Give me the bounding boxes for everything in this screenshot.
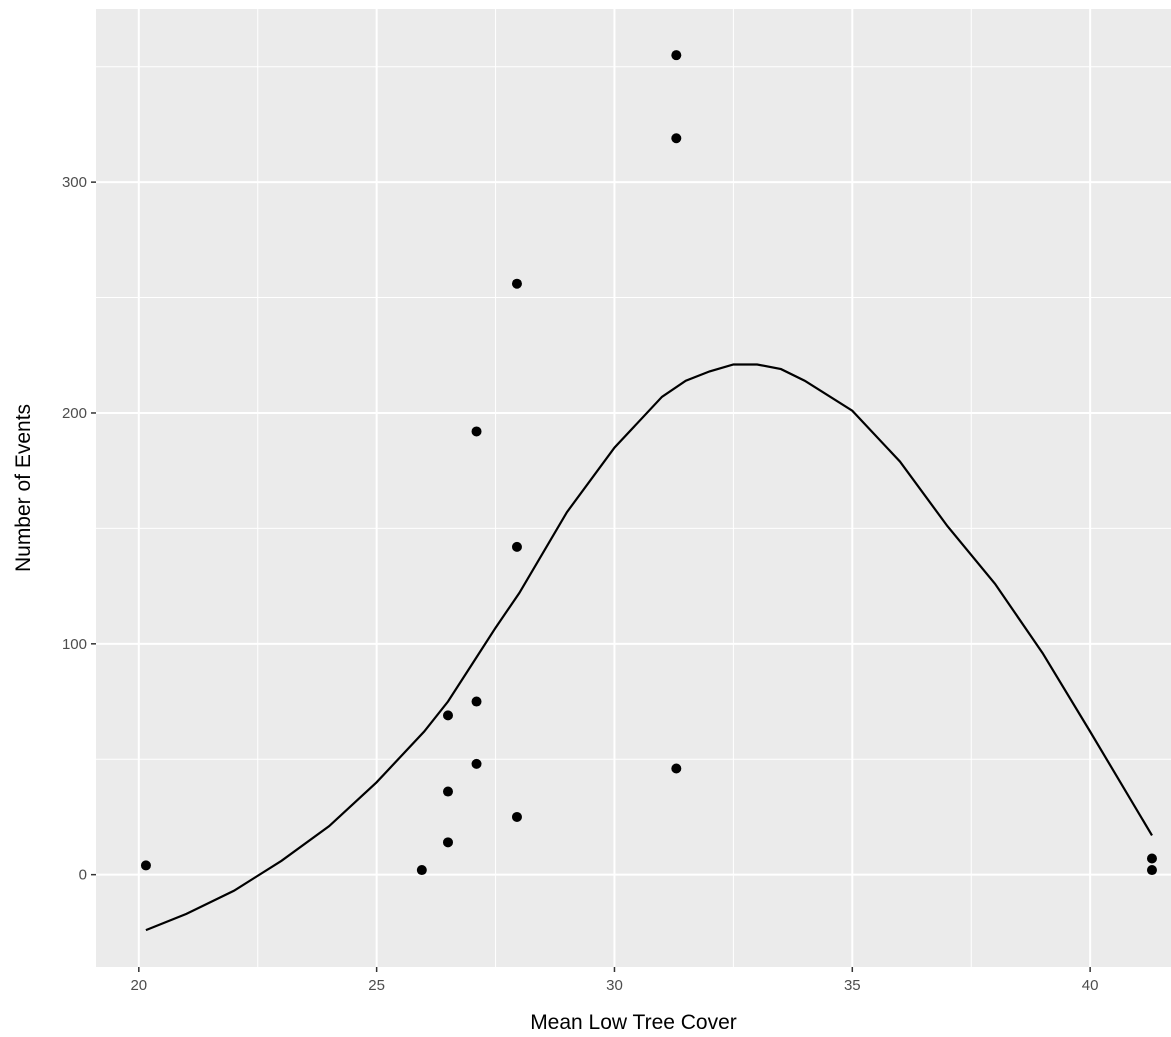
y-tick-label: 200 — [62, 405, 87, 422]
data-point — [471, 758, 482, 769]
data-point — [442, 837, 453, 848]
y-axis-ticks: 0 100 200 300 — [62, 174, 96, 884]
data-point — [442, 710, 453, 721]
data-point — [1146, 853, 1157, 864]
plot-panel — [96, 9, 1171, 967]
data-point — [511, 541, 522, 552]
minor-grid — [96, 9, 1171, 967]
x-tick-label: 30 — [606, 977, 623, 994]
y-axis-title: Number of Events — [12, 404, 35, 572]
y-tick-label: 300 — [62, 174, 87, 191]
fitted-curve — [145, 363, 1153, 932]
x-tick-label: 20 — [130, 977, 147, 994]
data-point — [471, 426, 482, 437]
data-point — [442, 786, 453, 797]
data-point — [416, 865, 427, 876]
data-point — [671, 50, 682, 61]
y-tick-label: 0 — [79, 867, 87, 884]
data-points — [140, 50, 1157, 876]
data-point — [140, 860, 151, 871]
x-tick-label: 25 — [368, 977, 385, 994]
x-axis-ticks: 20 25 30 35 40 — [130, 967, 1098, 994]
major-grid — [96, 9, 1171, 967]
data-point — [1146, 865, 1157, 876]
x-tick-label: 35 — [844, 977, 861, 994]
data-point — [671, 763, 682, 774]
data-point — [471, 696, 482, 707]
data-point — [511, 278, 522, 289]
x-axis-title: Mean Low Tree Cover — [530, 1011, 737, 1034]
y-tick-label: 100 — [62, 636, 87, 653]
data-point — [671, 133, 682, 144]
data-point — [511, 811, 522, 822]
x-tick-label: 40 — [1082, 977, 1099, 994]
